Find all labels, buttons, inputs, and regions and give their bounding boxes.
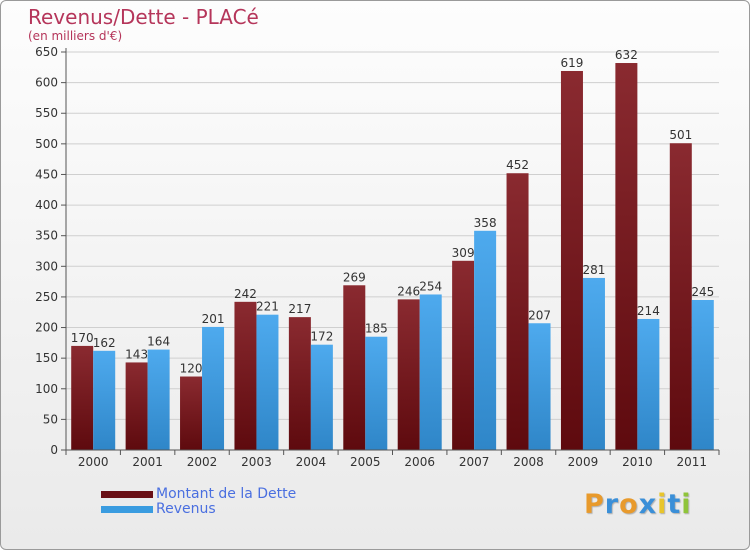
legend-item-revenus: Revenus — [101, 502, 296, 517]
x-tick-label: 2005 — [350, 455, 381, 469]
bar-dette — [288, 317, 311, 450]
data-label: 242 — [234, 287, 257, 301]
x-tick-label: 2008 — [513, 455, 544, 469]
bar-revenus — [365, 336, 388, 450]
bar-revenus — [637, 318, 660, 450]
x-tick-label: 2003 — [241, 455, 272, 469]
legend-swatch-revenus — [101, 506, 153, 513]
bar-dette — [234, 301, 257, 450]
bar-dette — [180, 376, 203, 450]
y-tick-label: 0 — [50, 443, 58, 457]
data-label: 619 — [561, 56, 584, 70]
data-label: 170 — [71, 331, 94, 345]
legend-item-dette: Montant de la Dette — [101, 487, 296, 502]
y-tick-label: 650 — [35, 45, 58, 59]
logo-letter: P — [584, 489, 605, 520]
x-tick-label: 2009 — [568, 455, 599, 469]
y-tick-label: 300 — [35, 259, 58, 273]
data-label: 501 — [669, 128, 692, 142]
y-tick-label: 250 — [35, 290, 58, 304]
bar-dette — [615, 63, 638, 450]
x-tick-label: 2010 — [622, 455, 653, 469]
bar-revenus — [691, 299, 714, 450]
x-tick-label: 2002 — [187, 455, 218, 469]
data-label: 143 — [125, 347, 148, 361]
y-axis: 0 50 100 150 200 250 300 350 400 450 500 550 600 650 — [35, 45, 67, 457]
y-tick-label: 550 — [35, 106, 58, 120]
bar-revenus — [528, 323, 551, 450]
data-label: 281 — [583, 263, 606, 277]
legend-label-dette: Montant de la Dette — [156, 486, 297, 502]
bar-revenus — [202, 326, 225, 450]
y-tick-label: 50 — [43, 412, 58, 426]
logo-letter: t — [667, 489, 682, 520]
data-label: 309 — [452, 246, 475, 260]
data-label: 207 — [528, 308, 551, 322]
bar-dette — [343, 285, 366, 450]
data-label: 221 — [256, 300, 279, 314]
y-tick-label: 400 — [35, 198, 58, 212]
y-tick-label: 150 — [35, 351, 58, 365]
x-tick-label: 2007 — [459, 455, 490, 469]
logo-letter: i — [681, 489, 692, 520]
legend: Montant de la Dette Revenus — [101, 487, 296, 517]
bar-dette — [560, 70, 583, 450]
data-label: 201 — [202, 312, 225, 326]
logo-letter: x — [638, 489, 658, 520]
bar-dette — [397, 299, 420, 450]
data-label: 452 — [506, 158, 529, 172]
data-label: 217 — [288, 302, 311, 316]
x-axis: 2000 2001 2002 2003 2004 2005 2006 2007 2008 2009… — [65, 449, 720, 469]
y-tick-label: 200 — [35, 321, 58, 335]
bar-revenus — [419, 294, 442, 450]
bar-revenus — [147, 349, 170, 450]
data-label: 245 — [691, 285, 714, 299]
data-label: 246 — [397, 284, 420, 298]
bar-revenus — [256, 314, 279, 450]
logo-letter: o — [619, 489, 639, 520]
data-label: 164 — [147, 335, 170, 349]
bar-dette — [506, 173, 529, 450]
bar-dette — [452, 260, 475, 450]
legend-label-revenus: Revenus — [156, 501, 216, 517]
proxiti-logo: Proxiti — [584, 489, 692, 520]
bar-revenus — [582, 277, 605, 450]
x-tick-label: 2011 — [677, 455, 708, 469]
data-label: 269 — [343, 270, 366, 284]
x-tick-label: 2006 — [404, 455, 435, 469]
y-tick-label: 100 — [35, 382, 58, 396]
data-label: 632 — [615, 48, 638, 62]
bar-dette — [669, 143, 692, 451]
bar-revenus — [93, 350, 116, 450]
y-tick-label: 500 — [35, 137, 58, 151]
x-tick-label: 2004 — [296, 455, 327, 469]
logo-letter: i — [657, 489, 668, 520]
x-tick-label: 2000 — [78, 455, 109, 469]
bar-dette — [125, 362, 148, 450]
chart-title: Revenus/Dette - PLACé — [28, 5, 259, 29]
data-label: 162 — [93, 336, 116, 350]
bar-revenus — [310, 344, 333, 450]
y-tick-label: 600 — [35, 76, 58, 90]
bar-revenus — [474, 230, 497, 450]
chart-subtitle: (en milliers d'€) — [28, 29, 123, 43]
x-tick-label: 2001 — [132, 455, 163, 469]
data-label: 120 — [180, 362, 203, 376]
data-label: 185 — [365, 322, 388, 336]
logo-letter: r — [604, 489, 620, 520]
data-label: 214 — [637, 304, 660, 318]
data-label: 358 — [474, 216, 497, 230]
data-label: 172 — [310, 330, 333, 344]
y-tick-label: 350 — [35, 229, 58, 243]
bar-dette — [71, 345, 94, 450]
legend-swatch-dette — [101, 491, 153, 498]
data-label: 254 — [419, 279, 442, 293]
y-tick-label: 450 — [35, 167, 58, 181]
